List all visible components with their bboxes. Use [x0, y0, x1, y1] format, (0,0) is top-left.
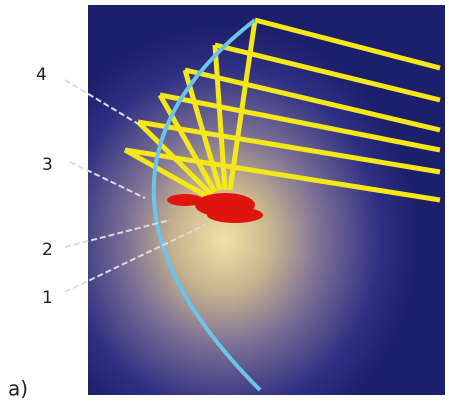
caption: a): [8, 377, 28, 401]
image-background: [88, 5, 445, 395]
label: 2: [42, 240, 53, 260]
label: 3: [42, 155, 53, 175]
label: 1: [42, 288, 53, 308]
figure: 1 2 3 4 a): [0, 0, 449, 405]
label: 4: [36, 65, 47, 85]
